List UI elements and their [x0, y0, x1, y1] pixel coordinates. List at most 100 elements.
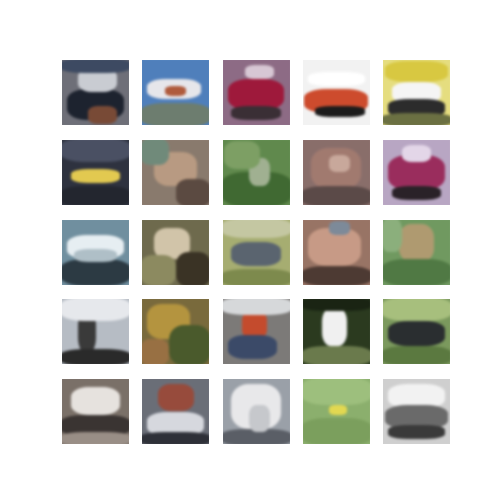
- image-region: [142, 338, 169, 365]
- image-region: [62, 139, 129, 162]
- image-r3c1: [62, 219, 129, 285]
- image-region: [70, 387, 121, 415]
- image-r5c4: [302, 379, 370, 444]
- image-region: [224, 141, 260, 169]
- image-r2c5: [383, 139, 450, 205]
- image-region: [62, 60, 129, 74]
- image-region: [302, 379, 370, 405]
- image-region: [222, 219, 290, 239]
- image-region: [241, 311, 267, 339]
- image-r4c3: [222, 299, 290, 365]
- image-r3c3: [222, 219, 290, 285]
- image-r5c3: [222, 379, 290, 444]
- image-r1c3: [222, 60, 290, 125]
- image-content: [302, 219, 370, 285]
- image-region: [142, 255, 176, 285]
- image-content: [222, 379, 290, 444]
- image-region: [302, 299, 370, 312]
- image-region: [222, 428, 290, 444]
- image-region: [88, 106, 117, 124]
- image-r2c3: [222, 139, 290, 205]
- image-region: [383, 299, 450, 322]
- image-region: [384, 404, 449, 429]
- image-content: [62, 379, 129, 444]
- image-r4c4: [302, 299, 370, 365]
- image-region: [383, 113, 450, 125]
- image-r2c2: [142, 139, 210, 205]
- image-region: [77, 311, 96, 353]
- image-r3c4: [302, 219, 370, 285]
- image-r4c1: [62, 299, 129, 365]
- image-region: [165, 85, 187, 96]
- image-region: [142, 432, 210, 444]
- image-region: [398, 224, 435, 263]
- image-grid: [62, 60, 450, 444]
- image-content: [302, 379, 370, 444]
- image-content: [222, 60, 290, 125]
- image-content: [142, 60, 210, 125]
- image-region: [147, 411, 205, 436]
- image-content: [62, 60, 129, 125]
- image-region: [222, 299, 290, 315]
- image-region: [329, 404, 347, 415]
- image-r1c5: [383, 60, 450, 125]
- image-region: [142, 102, 210, 125]
- image-r2c4: [302, 139, 370, 205]
- image-region: [302, 418, 370, 444]
- image-r1c4: [302, 60, 370, 125]
- image-region: [302, 265, 370, 285]
- image-content: [383, 299, 450, 365]
- image-region: [62, 432, 129, 444]
- image-content: [383, 219, 450, 285]
- image-content: [142, 299, 210, 365]
- image-region: [231, 106, 281, 121]
- image-region: [62, 299, 129, 322]
- image-region: [62, 186, 129, 205]
- image-region: [62, 349, 129, 365]
- image-region: [142, 139, 169, 166]
- image-r5c5: [383, 379, 450, 444]
- image-r3c2: [142, 219, 210, 285]
- image-region: [388, 425, 445, 440]
- image-r5c1: [62, 379, 129, 444]
- image-content: [222, 219, 290, 285]
- image-region: [227, 78, 285, 110]
- image-region: [329, 220, 351, 235]
- image-region: [402, 144, 431, 162]
- image-region: [302, 345, 370, 365]
- image-r1c2: [142, 60, 210, 125]
- image-region: [383, 258, 450, 285]
- image-content: [142, 219, 210, 285]
- image-region: [322, 307, 347, 346]
- image-region: [231, 241, 281, 266]
- image-region: [302, 186, 370, 205]
- image-content: [142, 379, 210, 444]
- image-content: [222, 139, 290, 205]
- image-content: [302, 139, 370, 205]
- image-region: [329, 155, 351, 173]
- image-region: [227, 335, 278, 360]
- image-content: [383, 139, 450, 205]
- image-region: [391, 186, 442, 200]
- image-region: [158, 383, 194, 412]
- image-region: [388, 321, 445, 346]
- image-r3c5: [383, 219, 450, 285]
- image-region: [74, 248, 117, 263]
- image-region: [388, 383, 445, 409]
- image-region: [248, 404, 271, 433]
- image-r1c1: [62, 60, 129, 125]
- image-region: [307, 71, 365, 86]
- image-region: [391, 82, 442, 103]
- image-region: [383, 345, 450, 365]
- image-region: [245, 64, 274, 79]
- image-content: [62, 219, 129, 285]
- image-region: [384, 61, 449, 83]
- image-region: [62, 414, 129, 436]
- image-content: [383, 379, 450, 444]
- image-r4c2: [142, 299, 210, 365]
- image-region: [175, 252, 210, 285]
- image-region: [175, 179, 210, 205]
- image-content: [62, 139, 129, 205]
- image-region: [70, 168, 121, 183]
- image-content: [383, 60, 450, 125]
